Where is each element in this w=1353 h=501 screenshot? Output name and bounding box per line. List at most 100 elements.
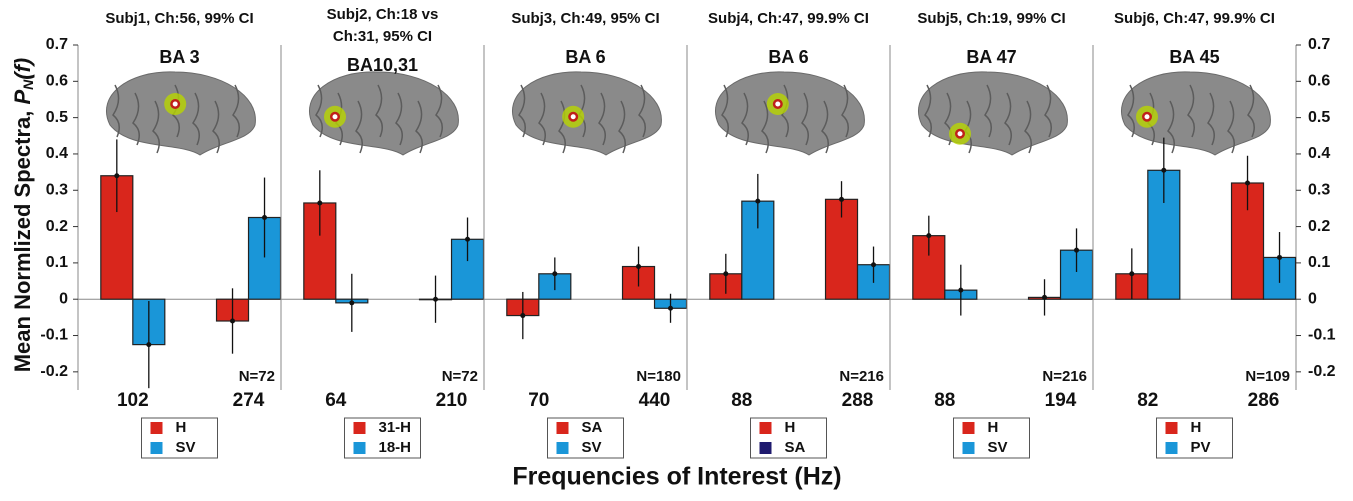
brain-fold xyxy=(820,100,829,154)
brain-fold xyxy=(597,92,606,146)
panel-title: Subj3, Ch:49, 95% CI xyxy=(511,10,659,27)
brain-fold xyxy=(780,84,789,138)
electrode xyxy=(332,114,338,120)
y-tick-label: 0.1 xyxy=(46,254,68,271)
brain-fold xyxy=(231,84,240,138)
brain-fold xyxy=(923,84,932,138)
mean-marker xyxy=(958,287,964,293)
sample-size: N=180 xyxy=(636,368,681,385)
brain-fold xyxy=(1003,92,1012,146)
area-label: BA 6 xyxy=(565,47,605,67)
panel-title: Subj4, Ch:47, 99.9% CI xyxy=(708,10,869,27)
electrode xyxy=(775,101,781,107)
electrode xyxy=(1144,114,1150,120)
y-tick-label: 0.7 xyxy=(46,36,68,53)
mean-marker xyxy=(755,198,761,204)
mean-marker xyxy=(520,313,526,319)
x-tick-label: 70 xyxy=(528,390,549,411)
sample-size: N=216 xyxy=(1042,368,1087,385)
x-tick-label: 82 xyxy=(1137,390,1158,411)
panel-title: Subj6, Ch:47, 99.9% CI xyxy=(1114,10,1275,27)
brain-fold xyxy=(1166,100,1175,154)
y-tick-label: 0.5 xyxy=(46,109,68,126)
legend-label: 18-H xyxy=(379,439,412,456)
x-tick-label: 64 xyxy=(325,390,347,411)
y-tick-label: 0.4 xyxy=(1308,145,1330,162)
legend-swatch xyxy=(759,442,772,454)
legend-swatch xyxy=(556,442,569,454)
mean-marker xyxy=(114,173,120,179)
mean-marker xyxy=(230,318,236,324)
y-tick-label: 0 xyxy=(1308,290,1317,307)
area-label: BA 3 xyxy=(159,47,199,67)
legend-label: SV xyxy=(176,439,196,456)
y-tick-label: -0.1 xyxy=(1308,327,1336,344)
mean-marker xyxy=(317,200,323,206)
brain-fold xyxy=(414,100,423,154)
mean-marker xyxy=(262,215,268,220)
x-tick-label: 102 xyxy=(117,390,149,411)
x-axis-label: Frequencies of Interest (Hz) xyxy=(512,463,841,491)
sample-size: N=216 xyxy=(839,368,884,385)
panel-title: Subj5, Ch:19, 99% CI xyxy=(917,10,1065,27)
legend-label: H xyxy=(1191,419,1202,436)
mean-marker xyxy=(636,264,642,270)
brain-fold xyxy=(314,84,323,138)
brain-fold xyxy=(394,92,403,146)
brain xyxy=(1120,71,1271,156)
brain-fold xyxy=(1126,84,1135,138)
brain-fold xyxy=(637,84,646,138)
brain-fold xyxy=(617,100,626,154)
brain-fold xyxy=(1043,84,1052,138)
x-tick-label: 440 xyxy=(639,390,671,411)
legend-label: H xyxy=(176,419,187,436)
legend-label: SA xyxy=(785,439,806,456)
brain-fold xyxy=(983,84,992,138)
y-axis-symbol: P xyxy=(10,90,35,105)
y-tick-label: 0.2 xyxy=(46,218,68,235)
x-tick-label: 286 xyxy=(1248,390,1280,411)
brain-fold xyxy=(537,92,546,146)
brain xyxy=(105,71,256,156)
y-tick-label: 0.6 xyxy=(46,73,68,90)
panel-title: Subj1, Ch:56, 99% CI xyxy=(105,10,253,27)
legend-label: PV xyxy=(1191,439,1211,456)
mean-marker xyxy=(926,233,932,239)
brain xyxy=(308,71,459,156)
x-tick-label: 288 xyxy=(842,390,874,411)
y-axis-suffix: (f) xyxy=(10,58,35,80)
legend-swatch xyxy=(353,422,366,434)
legend-label: SA xyxy=(582,419,603,436)
legend-swatch xyxy=(962,422,975,434)
legend-label: H xyxy=(988,419,999,436)
y-tick-label: -0.1 xyxy=(40,327,68,344)
y-tick-label: -0.2 xyxy=(40,363,68,380)
brain-fold xyxy=(434,84,443,138)
mean-marker xyxy=(1277,254,1283,260)
legend-label: H xyxy=(785,419,796,436)
brain-fold xyxy=(191,92,200,146)
mean-marker xyxy=(1042,294,1048,300)
mean-marker xyxy=(146,342,152,348)
legend-swatch xyxy=(150,422,163,434)
brain-fold xyxy=(374,84,383,138)
legend-swatch xyxy=(353,442,366,454)
legend-swatch xyxy=(1165,422,1178,434)
area-label: BA 6 xyxy=(768,47,808,67)
legend-label: SV xyxy=(988,439,1008,456)
mean-marker xyxy=(668,305,674,311)
brain-fold xyxy=(131,92,140,146)
mean-marker xyxy=(839,196,845,202)
area-label: BA 47 xyxy=(966,47,1016,67)
y-tick-label: 0.3 xyxy=(1308,181,1330,198)
brain-fold xyxy=(1226,100,1235,154)
mean-marker xyxy=(723,271,729,277)
y-tick-label: 0.4 xyxy=(46,145,68,162)
brain-fold xyxy=(354,100,363,154)
y-axis-label: Mean Normlized Spectra, PN(f) xyxy=(10,58,36,373)
legend-label: SV xyxy=(582,439,602,456)
mean-marker xyxy=(349,300,355,306)
y-tick-label: 0.2 xyxy=(1308,218,1330,235)
brain-fold xyxy=(800,92,809,146)
